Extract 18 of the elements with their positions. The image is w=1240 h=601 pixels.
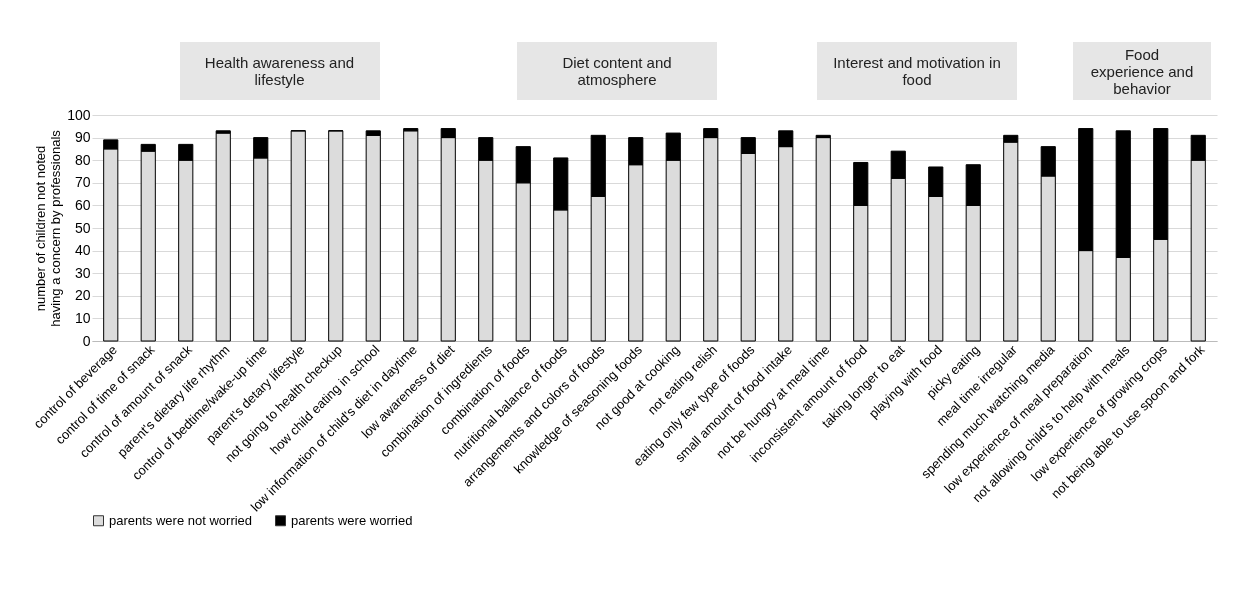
y-tick-label: 80 — [74, 151, 91, 168]
y-tick-label: 20 — [74, 287, 91, 304]
y-tick-label: 60 — [74, 196, 91, 213]
legend-label: parents were worried — [291, 512, 413, 528]
y-tick-label: 30 — [74, 264, 91, 281]
legend-label: parents were not worried — [109, 512, 253, 528]
y-tick-label: 10 — [74, 309, 91, 326]
y-tick-label: 40 — [74, 242, 91, 259]
text: Diet content and atmosphere — [517, 42, 717, 100]
y-axis-title: number of children not noted having a concern by professionals — [33, 129, 64, 327]
text: Food experience and behavior — [1073, 42, 1211, 100]
y-tick-label: 90 — [74, 129, 91, 146]
y-tick-label: 0 — [82, 332, 91, 349]
y-tick-label: 70 — [74, 174, 91, 191]
text: Health awareness and lifestyle — [179, 42, 380, 100]
y-tick-label: 50 — [74, 219, 91, 236]
text: Interest and motivation in food — [817, 42, 1017, 100]
y-tick-label: 100 — [67, 106, 91, 123]
